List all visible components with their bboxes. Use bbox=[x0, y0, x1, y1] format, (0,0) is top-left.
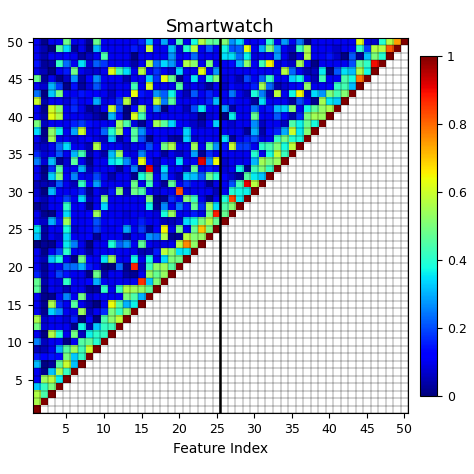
X-axis label: Feature Index: Feature Index bbox=[173, 442, 268, 456]
Title: Smartwatch: Smartwatch bbox=[166, 18, 275, 36]
